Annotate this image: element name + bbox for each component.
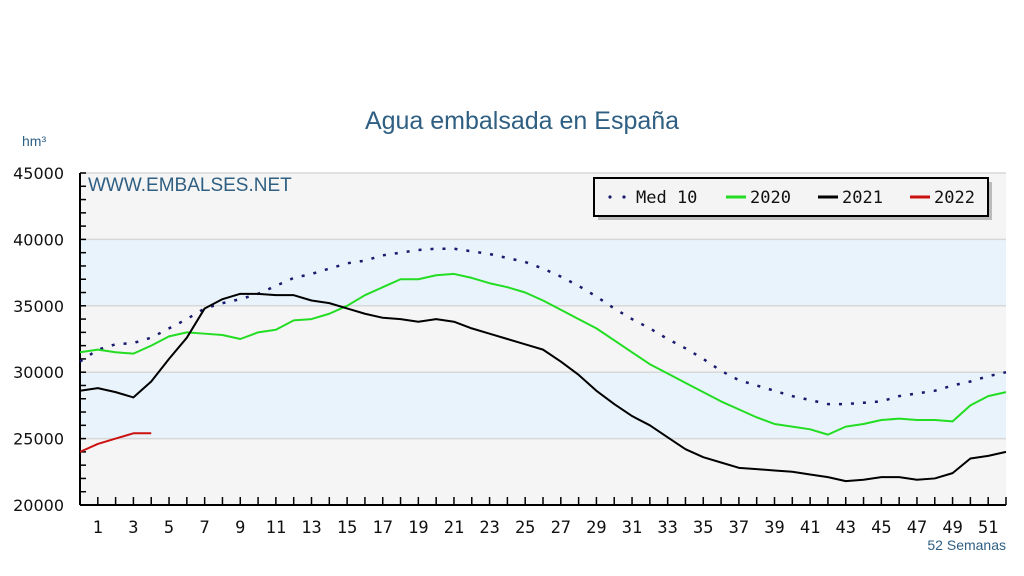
x-tick-label: 31 bbox=[622, 518, 642, 538]
x-tick-label: 39 bbox=[764, 518, 784, 538]
x-tick-label: 27 bbox=[551, 518, 571, 538]
legend-dot bbox=[622, 195, 626, 199]
x-tick-label: 25 bbox=[515, 518, 535, 538]
series-line-med-10 bbox=[79, 247, 1007, 406]
chart-title: Agua embalsada en España bbox=[365, 107, 679, 135]
x-tick-label: 13 bbox=[301, 518, 321, 538]
x-tick-label: 15 bbox=[337, 518, 357, 538]
y-tick-label: 25000 bbox=[13, 430, 64, 449]
legend: Med 10 2020 2021 2022 bbox=[593, 177, 992, 220]
x-tick-label: 21 bbox=[444, 518, 464, 538]
background-band bbox=[80, 239, 1006, 306]
x-tick-label: 17 bbox=[372, 518, 392, 538]
legend-label: 2022 bbox=[934, 188, 975, 208]
x-axis-label: 52 Semanas bbox=[927, 537, 1006, 553]
background-band bbox=[80, 438, 1006, 505]
watermark: WWW.EMBALSES.NET bbox=[88, 175, 292, 196]
x-tick-label: 51 bbox=[978, 518, 998, 538]
x-tick-label: 5 bbox=[164, 518, 174, 538]
x-tick-label: 45 bbox=[871, 518, 891, 538]
y-tick-label: 40000 bbox=[13, 230, 64, 249]
x-tick-label: 11 bbox=[266, 518, 286, 538]
x-tick-label: 41 bbox=[800, 518, 820, 538]
x-tick-label: 9 bbox=[235, 518, 245, 538]
y-tick-label: 45000 bbox=[13, 164, 64, 183]
legend-label: 2020 bbox=[750, 188, 791, 208]
legend-label: 2021 bbox=[842, 188, 883, 208]
x-tick-label: 19 bbox=[408, 518, 428, 538]
x-tick-label: 47 bbox=[907, 518, 927, 538]
legend-label: Med 10 bbox=[636, 188, 697, 208]
y-tick-label: 35000 bbox=[13, 297, 64, 316]
x-tick-label: 29 bbox=[586, 518, 606, 538]
legend-dot bbox=[608, 195, 612, 199]
y-tick-label: 20000 bbox=[13, 496, 64, 515]
y-axis-unit: hm³ bbox=[22, 133, 46, 149]
background-band bbox=[80, 372, 1006, 439]
background-band bbox=[80, 305, 1006, 373]
x-tick-label: 37 bbox=[729, 518, 749, 538]
x-tick-label: 23 bbox=[479, 518, 499, 538]
x-tick-label: 33 bbox=[657, 518, 677, 538]
x-tick-label: 49 bbox=[942, 518, 962, 538]
x-tick-label: 3 bbox=[128, 518, 138, 538]
x-tick-label: 1 bbox=[93, 518, 103, 538]
x-tick-label: 43 bbox=[835, 518, 855, 538]
y-tick-label: 30000 bbox=[13, 363, 64, 382]
x-tick-label: 7 bbox=[200, 518, 210, 538]
x-tick-label: 35 bbox=[693, 518, 713, 538]
